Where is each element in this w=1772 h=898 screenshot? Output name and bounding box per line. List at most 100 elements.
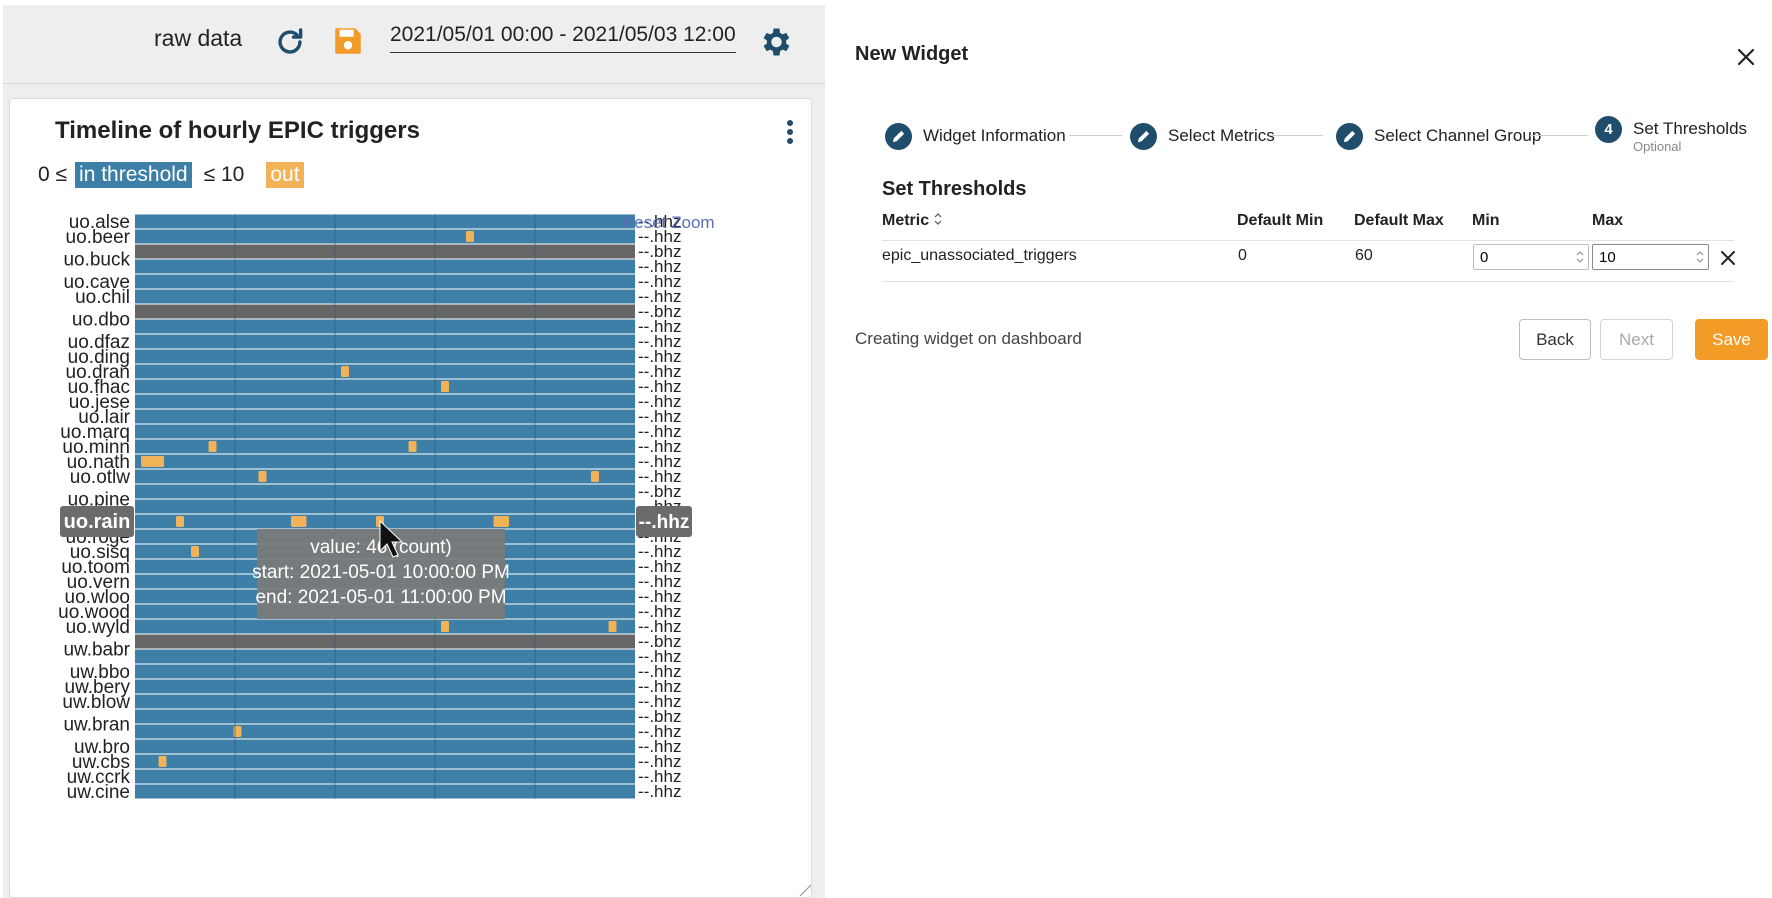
column-min: Min [1472,212,1500,229]
out-of-threshold-cell [608,621,617,632]
spinner-icon[interactable] [1695,250,1705,264]
station-label: uo.minn [62,437,130,458]
out-of-threshold-cell [441,381,449,392]
channel-label: --.hhz [638,422,681,441]
out-of-threshold-cell [591,471,599,482]
column-metric[interactable]: Metric [882,212,943,230]
back-button[interactable]: Back [1519,319,1591,360]
out-of-threshold-cell [158,756,167,767]
step-connector [1069,135,1122,136]
heatmap-row [135,694,635,709]
heatmap-row [135,289,635,304]
remove-row-icon[interactable] [1719,249,1737,267]
min-input-field[interactable] [1474,245,1588,269]
station-label: uo.vern [67,572,130,593]
channel-label: --.hhz [638,392,681,411]
data-mode-label[interactable]: raw data [154,25,243,51]
channel-label: --.hhz [638,437,681,456]
station-label: uo.pine [68,490,130,511]
channel-label: --.bhz [638,302,681,321]
heatmap-row [135,619,635,634]
dashboard-toolbar: raw data 2021/05/01 00:00 - 2021/05/03 1… [3,5,825,83]
refresh-icon[interactable] [273,25,307,59]
station-label: uo.jese [69,392,130,413]
heatmap-row [135,439,635,454]
spinner-icon[interactable] [1575,250,1585,264]
heatmap-row [135,664,635,679]
station-label: uw.cbs [72,752,130,773]
heatmap-row [135,649,635,664]
out-of-threshold-cell [176,516,184,527]
heatmap-row [135,379,635,394]
heatmap-row [135,484,635,499]
table-divider [882,281,1734,282]
heatmap-row [135,709,635,724]
close-icon[interactable] [1735,46,1757,68]
channel-label: --.hhz [638,602,681,621]
station-label: uo.alse [69,212,130,233]
more-options-icon[interactable] [780,117,800,147]
station-label: uo.dran [66,362,130,383]
save-icon[interactable] [331,24,365,58]
reset-zoom-button[interactable]: Reset Zoom [622,213,715,232]
out-of-threshold-cell [466,231,474,242]
out-of-threshold-cell [493,516,502,527]
min-input[interactable] [1473,244,1589,270]
out-of-threshold-cell [501,516,509,527]
channel-label: --.hhz [638,452,681,471]
channel-label: --.hhz [638,572,681,591]
max-input-field[interactable] [1593,245,1708,269]
station-label: uw.bery [65,677,131,698]
station-label: uw.babr [63,640,130,661]
out-of-threshold-cell [441,621,449,632]
step-label: Set Thresholds [1633,119,1748,138]
station-label: uo.fhac [68,377,130,398]
channel-label: --.hhz [638,767,681,786]
highlighted-channel-label: --.hhz [639,512,690,533]
heatmap-row [135,634,635,649]
legend-min: 0 ≤ [38,163,68,186]
step-select-channel-group[interactable]: Select Channel Group [1336,121,1541,151]
metric-name: epic_unassociated_triggers [882,247,1077,264]
heatmap-row [135,754,635,769]
next-button[interactable]: Next [1600,319,1673,360]
channel-label: --.bhz [638,242,681,261]
heatmap-row [135,424,635,439]
station-label: uo.cave [63,272,130,293]
max-input[interactable] [1592,244,1709,270]
pencil-icon [1336,122,1363,150]
out-of-threshold-cell [141,456,149,467]
heatmap-row [135,724,635,739]
heatmap-row [135,514,635,529]
sort-icon [934,213,942,225]
widget-title: Timeline of hourly EPIC triggers [55,117,420,144]
heatmap-row [135,334,635,349]
heatmap-row [135,469,635,484]
heatmap-row [135,229,635,244]
pencil-icon [885,122,912,150]
step-select-metrics[interactable]: Select Metrics [1130,121,1275,151]
station-label: uo.wyld [66,617,130,638]
out-of-threshold-cell [156,456,164,467]
legend-out: out [266,162,304,188]
channel-label: --.bhz [638,632,681,651]
out-of-threshold-cell [291,516,299,527]
heatmap-row [135,304,635,319]
step-label: Widget Information [923,126,1066,145]
step-optional-label: Optional [1633,139,1682,154]
heatmap-row [135,454,635,469]
channel-label: --.hhz [638,257,681,276]
toolbar-divider [3,83,825,84]
channel-label: --.hhz [638,347,681,366]
channel-label: --.hhz [638,647,681,666]
heatmap-row [135,499,635,514]
station-label: uw.bran [63,715,130,736]
step-widget-information[interactable]: Widget Information [885,121,1066,151]
heatmap-row [135,214,635,229]
date-range-input[interactable]: 2021/05/01 00:00 - 2021/05/03 12:00 [390,23,736,53]
channel-label: --.hhz [638,722,681,741]
step-set-thresholds[interactable]: 4 Set Thresholds [1595,114,1747,144]
gear-icon[interactable] [757,24,793,60]
heatmap-chart[interactable]: --.hhz--.hhz--.bhz--.hhz--.hhz--.hhz--.b… [10,99,812,898]
save-button[interactable]: Save [1695,319,1768,360]
